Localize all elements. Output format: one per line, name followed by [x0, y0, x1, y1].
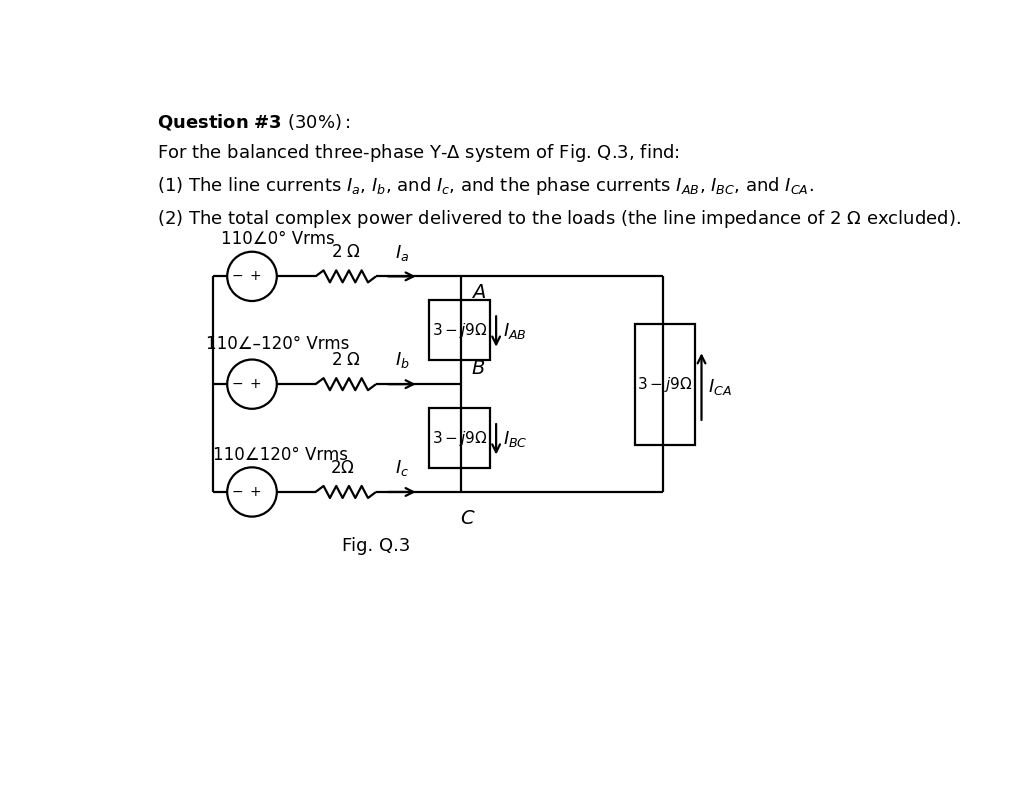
Text: $-\ +$: $-\ +$	[231, 377, 262, 391]
Text: 110∠–120° Vrms: 110∠–120° Vrms	[206, 335, 349, 353]
Text: $3-j9\Omega$: $3-j9\Omega$	[432, 321, 487, 340]
Text: $\it{C}$: $\it{C}$	[460, 509, 475, 528]
Text: $\mathbf{\mathit{I_{CA}}}$: $\mathbf{\mathit{I_{CA}}}$	[709, 377, 732, 397]
Text: $2\ \Omega$: $2\ \Omega$	[331, 351, 360, 368]
Bar	[429, 300, 489, 360]
Text: $\it{B}$: $\it{B}$	[471, 359, 484, 378]
Bar	[635, 324, 695, 444]
Text: $-\ +$: $-\ +$	[231, 485, 262, 499]
Text: $2\ \Omega$: $2\ \Omega$	[331, 243, 360, 261]
Text: $3-j9\Omega$: $3-j9\Omega$	[432, 428, 487, 448]
Text: $3-j9\Omega$: $3-j9\Omega$	[637, 375, 693, 393]
Text: $-\ +$: $-\ +$	[231, 269, 262, 284]
Text: (1) The line currents $\mathbf{\mathit{I_a}}$, $\mathbf{\mathit{I_b}}$, and $\ma: (1) The line currents $\mathbf{\mathit{I…	[158, 175, 814, 196]
Text: (2) The total complex power delivered to the loads (the line impedance of 2 $\Om: (2) The total complex power delivered to…	[158, 208, 962, 229]
Text: $\mathbf{Question\ \#3}$$\ (30\%):$: $\mathbf{Question\ \#3}$$\ (30\%):$	[158, 112, 351, 133]
Text: For the balanced three-phase Y-$\Delta$ system of Fig. Q.3, find:: For the balanced three-phase Y-$\Delta$ …	[158, 142, 680, 164]
Bar	[429, 408, 489, 469]
Text: $\mathbf{\mathit{I_a}}$: $\mathbf{\mathit{I_a}}$	[395, 242, 409, 263]
Text: $\it{A}$: $\it{A}$	[471, 283, 485, 301]
Text: $\mathbf{\mathit{I_{BC}}}$: $\mathbf{\mathit{I_{BC}}}$	[503, 429, 527, 449]
Text: Fig. Q.3: Fig. Q.3	[342, 537, 411, 555]
Text: $\mathbf{\mathit{I_{AB}}}$: $\mathbf{\mathit{I_{AB}}}$	[503, 322, 527, 342]
Text: 110∠120° Vrms: 110∠120° Vrms	[213, 446, 348, 464]
Text: $2\Omega$: $2\Omega$	[330, 459, 354, 477]
Text: $\mathbf{\mathit{I_b}}$: $\mathbf{\mathit{I_b}}$	[394, 351, 410, 370]
Text: 110∠0° Vrms: 110∠0° Vrms	[221, 230, 335, 248]
Text: $\mathbf{\mathit{I_c}}$: $\mathbf{\mathit{I_c}}$	[395, 458, 409, 478]
